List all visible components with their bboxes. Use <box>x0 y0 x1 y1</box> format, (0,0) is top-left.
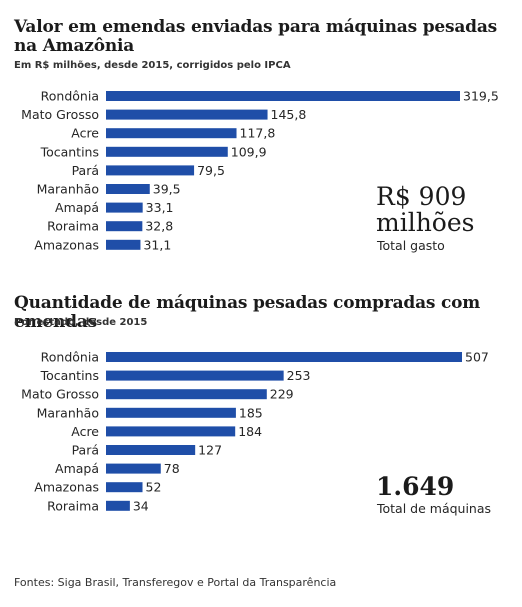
category-label: Acre <box>71 126 99 141</box>
category-label: Tocantins <box>40 368 99 383</box>
bar <box>106 445 196 455</box>
category-label: Amapá <box>55 461 99 476</box>
value-label: 32,8 <box>145 219 173 234</box>
value-label: 229 <box>270 387 294 402</box>
value-label: 52 <box>146 480 162 495</box>
bar <box>106 407 236 418</box>
category-label: Roraima <box>47 219 99 234</box>
value-label: 145,8 <box>271 107 307 122</box>
category-label: Roraima <box>47 498 99 513</box>
value-label: 117,8 <box>240 126 276 141</box>
bar <box>106 146 228 157</box>
chart2-svg: Rondônia 507 Tocantins 253 Mato Grosso 229 Mar… <box>21 350 489 514</box>
value-label: 39,5 <box>153 182 181 197</box>
chart2-title: Quantidade de máquinas pesadas compradas… <box>14 293 481 332</box>
value-label: 185 <box>239 405 263 420</box>
value-label: 33,1 <box>146 200 174 215</box>
chart1-title: Valor em emendas enviadas para máquinas … <box>14 17 498 56</box>
category-label: Pará <box>72 163 99 178</box>
category-label: Amapá <box>55 200 99 215</box>
chart1-total-value: R$ 909 milhões <box>376 182 475 237</box>
chart1-svg: Rondônia 319,5 Mato Grosso 145,8 Acre 117,8 To… <box>21 89 499 253</box>
value-label: 34 <box>133 498 149 513</box>
category-label: Mato Grosso <box>21 387 99 402</box>
category-label: Mato Grosso <box>21 107 99 122</box>
chart2-total-label: Total de máquinas <box>377 501 492 516</box>
category-label: Acre <box>71 424 99 439</box>
value-label: 79,5 <box>197 163 225 178</box>
category-label: Amazonas <box>34 480 99 495</box>
value-label: 127 <box>198 443 222 458</box>
chart2-total-value: 1.649 <box>376 472 455 501</box>
bar <box>106 370 284 381</box>
category-label: Tocantins <box>40 144 99 159</box>
bar <box>106 202 143 213</box>
value-label: 253 <box>287 368 311 383</box>
value-label: 78 <box>164 461 180 476</box>
bar <box>106 128 237 139</box>
bar <box>106 352 462 362</box>
bar <box>106 109 268 120</box>
bar <box>106 165 195 176</box>
bar <box>106 221 143 232</box>
bar <box>106 91 460 101</box>
bar <box>106 463 161 474</box>
chart2-subtitle: Por estado, desde 2015 <box>14 317 148 328</box>
bar <box>106 500 130 511</box>
chart1-total-label: Total gasto <box>377 238 445 253</box>
bar <box>106 426 236 437</box>
category-label: Maranhão <box>37 405 99 420</box>
category-label: Maranhão <box>37 182 99 197</box>
bar <box>106 389 267 400</box>
value-label: 184 <box>238 424 262 439</box>
source-note: Fontes: Siga Brasil, Transferegov e Port… <box>14 576 337 589</box>
bar <box>106 184 150 194</box>
value-label: 319,5 <box>463 89 499 104</box>
chart1-subtitle: Em R$ milhões, desde 2015, corrigidos pe… <box>14 60 291 71</box>
category-label: Rondônia <box>41 89 99 104</box>
value-label: 109,9 <box>231 144 267 159</box>
bar <box>106 239 141 250</box>
category-label: Pará <box>72 443 99 458</box>
value-label: 507 <box>465 350 489 365</box>
category-label: Rondônia <box>41 350 99 365</box>
value-label: 31,1 <box>143 237 171 252</box>
bar <box>106 482 143 493</box>
category-label: Amazonas <box>34 237 99 252</box>
